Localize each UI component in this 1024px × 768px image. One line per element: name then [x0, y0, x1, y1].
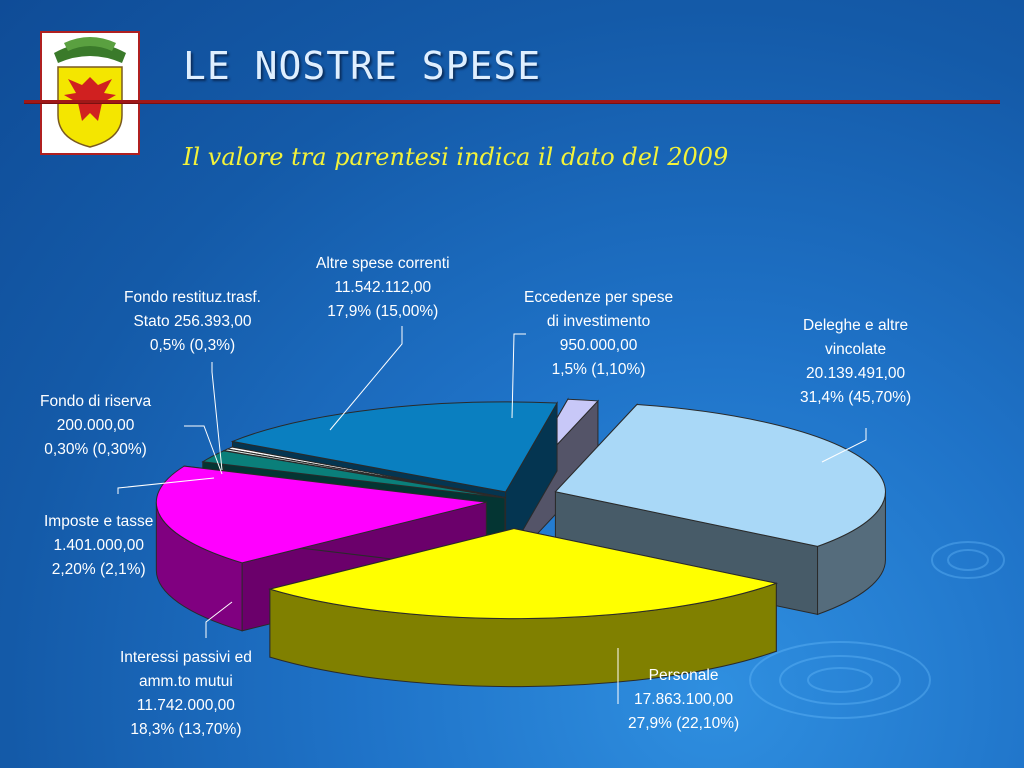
slice-label-line: Imposte e tasse [44, 513, 154, 530]
slice-label-2: Personale 17.863.100,00 27,9% (22,10%) [628, 664, 739, 736]
slice-label-line: 17,9% (15,00%) [327, 303, 439, 320]
slice-label-8: Eccedenze per spese di investimento 950.00… [524, 286, 673, 382]
slice-label-4: Imposte e tasse 1.401.000,00 2,20% (2,1%) [44, 510, 153, 582]
slice-label-line: vincolate [824, 341, 887, 358]
slice-label-line: 18,3% (13,70%) [130, 721, 242, 738]
slice-label-line: Fondo restituz.trasf. [124, 289, 261, 306]
pie-slices [155, 397, 886, 688]
slice-label-line: Eccedenze per spese [524, 289, 674, 306]
title-divider [24, 100, 1000, 103]
leader-line-7 [329, 326, 403, 431]
slice-label-line: 0,30% (0,30%) [44, 441, 147, 458]
water-ripples-decoration [749, 541, 1005, 719]
slice-label-line: 1.401.000,00 [53, 537, 144, 554]
slice-label-line: Interessi passivi ed [120, 649, 252, 666]
slice-label-line: 200.000,00 [56, 417, 135, 434]
slice-label-line: amm.to mutui [138, 673, 233, 690]
slice-label-1: Deleghe e altre vincolate 20.139.491,00 31,… [800, 314, 911, 410]
leader-line-1 [821, 428, 867, 463]
slice-label-line: 11.542.112,00 [334, 279, 432, 296]
leader-line-8 [511, 333, 526, 419]
pie-slice-2 [268, 527, 779, 688]
slice-label-line: Stato 256.393,00 [133, 313, 252, 330]
slice-label-line: 11.742.000,00 [136, 697, 235, 714]
slice-label-line: 27,9% (22,10%) [628, 715, 740, 732]
slice-label-5: Fondo di riserva 200.000,00 0,30% (0,30%) [40, 390, 151, 462]
leader-line-6 [211, 362, 223, 471]
slice-label-line: di investimento [546, 313, 651, 330]
slice-label-7: Altre spese correnti 11.542.112,00 17,9% (… [316, 252, 450, 324]
slice-label-line: 1,5% (1,10%) [551, 361, 646, 378]
slice-label-line: 17.863.100,00 [634, 691, 734, 708]
slice-label-line: 950.000,00 [559, 337, 638, 354]
slice-label-line: Personale [648, 667, 719, 684]
leader-line-4 [117, 477, 215, 494]
slice-label-line: 20.139.491,00 [806, 365, 906, 382]
page-subtitle: Il valore tra parentesi indica il dato d… [183, 143, 729, 171]
page-title: LE NOSTRE SPESE [183, 44, 542, 88]
slice-label-3: Interessi passivi ed amm.to mutui 11.742.0… [120, 646, 252, 742]
slice-label-line: 2,20% (2,1%) [51, 561, 146, 578]
coat-of-arms-logo [40, 31, 140, 155]
slice-label-line: Deleghe e altre [803, 317, 909, 334]
slice-label-6: Fondo restituz.trasf. Stato 256.393,00 0,5… [124, 286, 261, 358]
leader-line-3 [205, 601, 233, 638]
slice-label-line: Fondo di riserva [40, 393, 152, 410]
slice-label-line: 0,5% (0,3%) [149, 337, 236, 354]
leader-line-5 [184, 425, 223, 475]
leader-lines [117, 326, 867, 704]
slice-label-line: 31,4% (45,70%) [800, 389, 912, 406]
eagle-crest-icon [54, 37, 126, 148]
slice-label-line: Altre spese correnti [316, 255, 450, 272]
